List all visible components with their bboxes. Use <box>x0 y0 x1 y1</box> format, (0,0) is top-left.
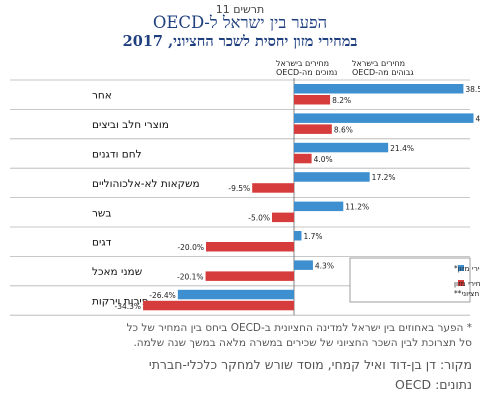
column-header-higher: גבוהים מה-OECD <box>352 68 414 77</box>
bar-food-price-gap <box>294 113 474 123</box>
data-label: 8.6% <box>334 125 353 134</box>
data-label: 4.3% <box>315 261 334 270</box>
bar-wage-relative-gap <box>206 242 294 252</box>
category-label: לחם ודגנים <box>92 149 142 161</box>
bar-food-price-gap <box>177 289 294 300</box>
legend-label: פער במחירי מזון* <box>454 264 480 273</box>
category-label: משקאות לא-אלכוהוליים <box>92 178 200 190</box>
legend-box <box>349 257 471 303</box>
footnote-1: * הפער באחוזים בין ישראל למדינה החציונית… <box>126 322 472 334</box>
data-label: -20.1% <box>177 272 204 281</box>
bar-food-price-gap <box>294 172 370 182</box>
data-label: -26.4% <box>149 291 176 300</box>
category-label: אחר <box>92 90 112 102</box>
bar-wage-relative-gap <box>294 153 312 164</box>
data-label: -9.5% <box>228 184 250 193</box>
category-label: בשר <box>92 207 111 219</box>
data-label: -20.0% <box>177 243 204 252</box>
data-label: -34.3% <box>115 302 142 311</box>
data-label: 8.2% <box>332 96 351 105</box>
data-label: 1.7% <box>303 232 322 241</box>
data-label: 4.0% <box>314 155 333 164</box>
footnote-2: סל תצרוכת לבין השכר החציוני של שכירים במ… <box>133 337 472 349</box>
chart-subtitle: במחירי מזון יחסית לשכר החציוני, 2017 <box>122 33 358 50</box>
bar-food-price-gap <box>294 142 389 153</box>
data-label: 17.2% <box>372 173 396 182</box>
figure-label: תרשים 11 <box>215 3 265 16</box>
category-label: מוצרי חלב וביצים <box>92 119 169 131</box>
category-label: פירות וירקות <box>92 296 148 308</box>
data-label: 38.5% <box>465 85 480 94</box>
bar-food-price-gap <box>294 231 302 241</box>
data-label: -5.0% <box>248 214 270 223</box>
bar-wage-relative-gap <box>143 300 294 311</box>
legend-label: יחסית לשכר חציוני** <box>454 289 480 298</box>
source-note: מקור: דן בן-דוד ואיל קמחי, מוסד שורש למח… <box>148 357 472 372</box>
column-header-lower: נמוכים מה-OECD <box>276 68 337 77</box>
data-source-note: נתונים: OECD <box>395 377 472 392</box>
bar-food-price-gap <box>294 260 313 270</box>
bar-wage-relative-gap <box>294 124 332 134</box>
category-label: דגים <box>92 237 112 249</box>
data-label: 21.4% <box>390 144 414 153</box>
data-label: 40.8% <box>476 114 480 123</box>
bar-wage-relative-gap <box>272 212 294 223</box>
data-label: 11.2% <box>345 203 369 212</box>
column-header-lower: מחירים בישראל <box>276 59 329 68</box>
bar-wage-relative-gap <box>294 95 331 105</box>
bar-wage-relative-gap <box>205 271 294 281</box>
chart-title: הפער בין ישראל ל-OECD <box>152 13 328 32</box>
bar-wage-relative-gap <box>252 183 294 193</box>
legend-swatch-red <box>458 280 464 286</box>
column-header-higher: מחירים בישראל <box>352 59 405 68</box>
bar-food-price-gap <box>294 84 464 94</box>
bar-food-price-gap <box>294 201 344 212</box>
legend-swatch-blue <box>458 265 464 271</box>
category-label: שמני מאכל <box>92 266 142 278</box>
legend-label: פער במחירי מזון <box>454 279 480 288</box>
